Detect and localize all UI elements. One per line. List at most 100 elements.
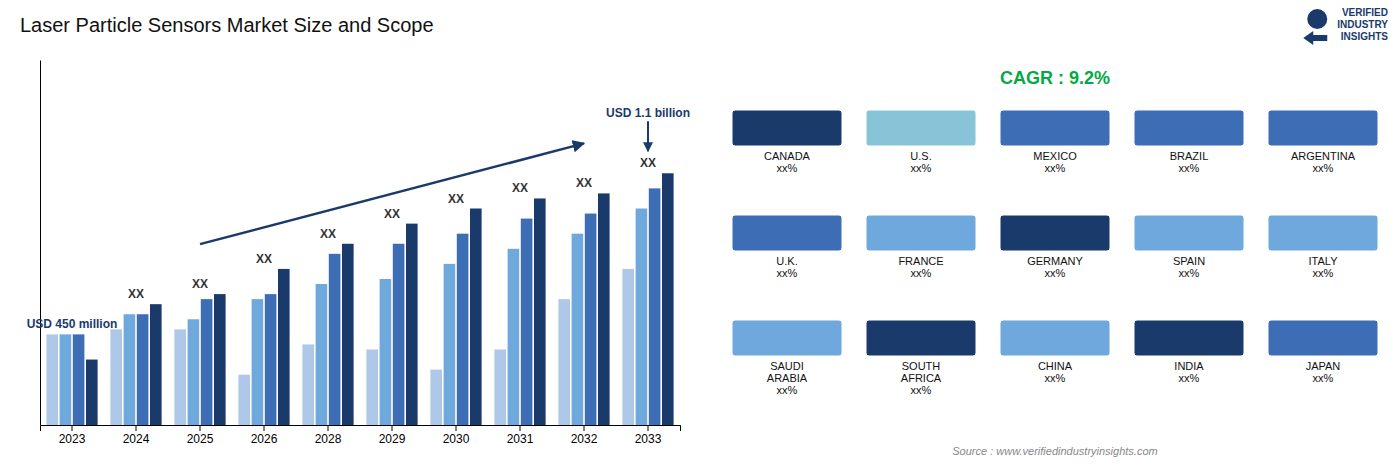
country-label: JAPANxx%	[1306, 360, 1341, 384]
text-line: xx%	[1045, 372, 1066, 384]
x-tick-mark	[328, 425, 329, 431]
text-line: CANADA	[764, 150, 811, 162]
x-tick-mark	[456, 425, 457, 431]
text-line: CHINA	[1038, 360, 1073, 372]
bar	[430, 370, 442, 425]
country-tile	[1268, 320, 1378, 356]
text-line: SOUTH	[902, 360, 941, 372]
bar	[329, 254, 341, 425]
bar	[110, 329, 122, 425]
text-line: ARABIA	[767, 372, 808, 384]
y-axis	[40, 61, 41, 426]
bar-series	[73, 188, 661, 425]
bar	[662, 173, 674, 425]
text-line: xx%	[1179, 267, 1200, 279]
bar	[406, 224, 418, 425]
bar-annotation: XX	[320, 227, 336, 241]
x-tick-mark	[584, 425, 585, 431]
bar	[622, 269, 634, 425]
text-line: xx%	[777, 267, 798, 279]
text-line: INSIGHTS	[1341, 31, 1389, 42]
text-line: xx%	[1313, 372, 1334, 384]
annotations: USD 450 millionXXXXXXXXXXXXXXXXXXUSD 1.1…	[27, 106, 690, 331]
text-line: Source : www.verifiedindustryinsights.co…	[952, 445, 1157, 457]
x-tick-label: 2033	[635, 432, 662, 446]
text-line: xx%	[1313, 267, 1334, 279]
text-line: xx%	[777, 162, 798, 174]
country-tile	[1268, 215, 1378, 251]
country-tile	[732, 320, 842, 356]
x-tick-mark	[264, 425, 265, 431]
logo-text: VERIFIEDINDUSTRYINSIGHTS	[1337, 7, 1388, 42]
country-label: SOUTHAFRICAxx%	[901, 360, 942, 396]
country-tile	[1000, 215, 1110, 251]
x-tick-mark	[200, 425, 201, 431]
bar-annotation: XX	[384, 207, 400, 221]
bar	[150, 304, 162, 425]
country-tile	[732, 215, 842, 251]
text-line: xx%	[911, 267, 932, 279]
x-axis-line	[41, 426, 681, 432]
country-label: SPAINxx%	[1173, 255, 1205, 279]
logo-icon	[1307, 9, 1327, 29]
text-line: xx%	[911, 162, 932, 174]
country-tile	[1134, 215, 1244, 251]
country-label: U.K.xx%	[776, 255, 797, 279]
title: Laser Particle Sensors Market Size and S…	[20, 14, 434, 36]
bar	[238, 375, 250, 425]
text-line: xx%	[777, 384, 798, 396]
country-label: BRAZILxx%	[1170, 150, 1209, 174]
x-tick-label: 2029	[379, 432, 406, 446]
x-tick: 2032	[571, 425, 598, 446]
x-tick: 2023	[59, 425, 86, 446]
x-tick-label: 2023	[59, 432, 86, 446]
x-tick-mark	[648, 425, 649, 431]
text-line: CAGR : 9.2%	[1000, 68, 1110, 88]
x-tick: 2024	[123, 425, 150, 446]
bar	[201, 299, 213, 425]
country-tile	[1134, 110, 1244, 146]
bar	[470, 209, 482, 425]
bar	[649, 188, 661, 425]
text-line: GERMANY	[1027, 255, 1083, 267]
country-tile	[1268, 110, 1378, 146]
bar	[86, 360, 98, 425]
bar	[572, 234, 584, 425]
text-line: AFRICA	[901, 372, 942, 384]
country-label: U.S.xx%	[910, 150, 931, 174]
bar	[316, 284, 328, 425]
text-line: xx%	[1045, 162, 1066, 174]
country-tile	[866, 215, 976, 251]
bar	[302, 344, 314, 425]
bar	[214, 294, 226, 425]
text-line: xx%	[1179, 162, 1200, 174]
bar	[585, 214, 597, 425]
country-label: GERMANYxx%	[1027, 255, 1083, 279]
bars	[46, 173, 673, 425]
y-axis-line	[40, 61, 41, 426]
country-tile	[1134, 320, 1244, 356]
text-line: MEXICO	[1033, 150, 1077, 162]
x-tick-label: 2032	[571, 432, 598, 446]
trend-arrow	[200, 143, 584, 244]
text-line: ARGENTINA	[1291, 150, 1356, 162]
bar-annotation: XX	[576, 176, 592, 190]
text-line: INDIA	[1174, 360, 1204, 372]
text-line: INDUSTRY	[1337, 19, 1388, 30]
bar	[60, 334, 72, 425]
bar	[558, 299, 570, 425]
bar	[444, 264, 456, 425]
text-line: ITALY	[1309, 255, 1339, 267]
bar	[188, 319, 200, 425]
country-tile	[866, 320, 976, 356]
country-label: INDIAxx%	[1174, 360, 1204, 384]
country-label: ITALYxx%	[1309, 255, 1339, 279]
bar	[73, 334, 85, 425]
bar	[494, 349, 506, 425]
x-tick: 2026	[251, 425, 278, 446]
bar	[598, 193, 610, 425]
chart: Laser Particle Sensors Market Size and S…	[0, 0, 1400, 465]
text-line: xx%	[1313, 162, 1334, 174]
x-tick-mark	[520, 425, 521, 431]
bar	[366, 349, 378, 425]
